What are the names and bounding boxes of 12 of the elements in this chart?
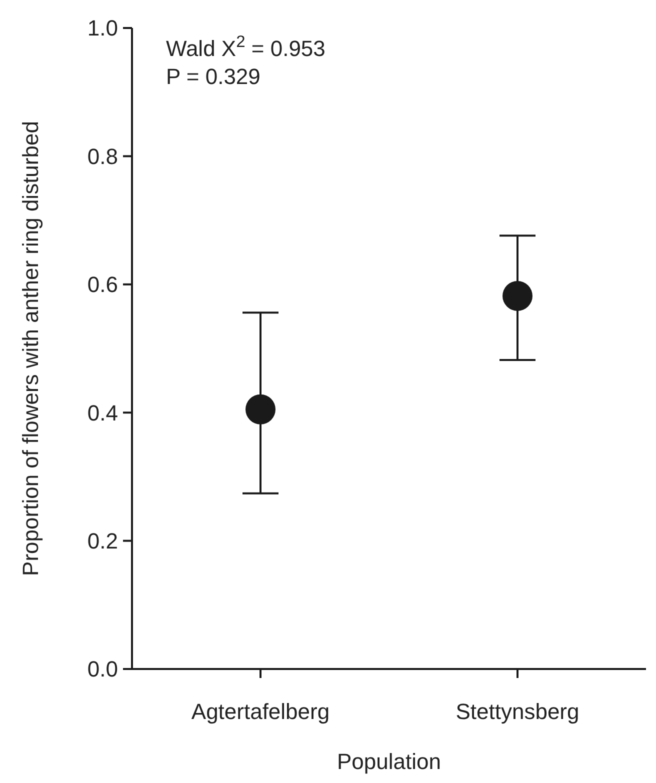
- y-tick-label: 0.0: [87, 656, 118, 682]
- annotation: P = 0.329: [166, 64, 260, 89]
- annotation: Wald X$^{2}$ = 0.953: [166, 33, 326, 61]
- y-axis-title: Proportion of flowers with anther ring disturbed: [18, 121, 43, 576]
- x-axis-title: Population: [337, 749, 441, 774]
- y-tick-label: 0.2: [87, 528, 118, 554]
- y-tick-label: 0.6: [87, 272, 118, 298]
- y-tick-label: 1.0: [87, 16, 118, 41]
- x-tick-label: Agtertafelberg: [191, 699, 330, 724]
- x-tick-label: Stettynsberg: [456, 699, 580, 724]
- y-tick-label: 0.8: [87, 144, 118, 169]
- y-tick-label: 0.4: [87, 400, 118, 426]
